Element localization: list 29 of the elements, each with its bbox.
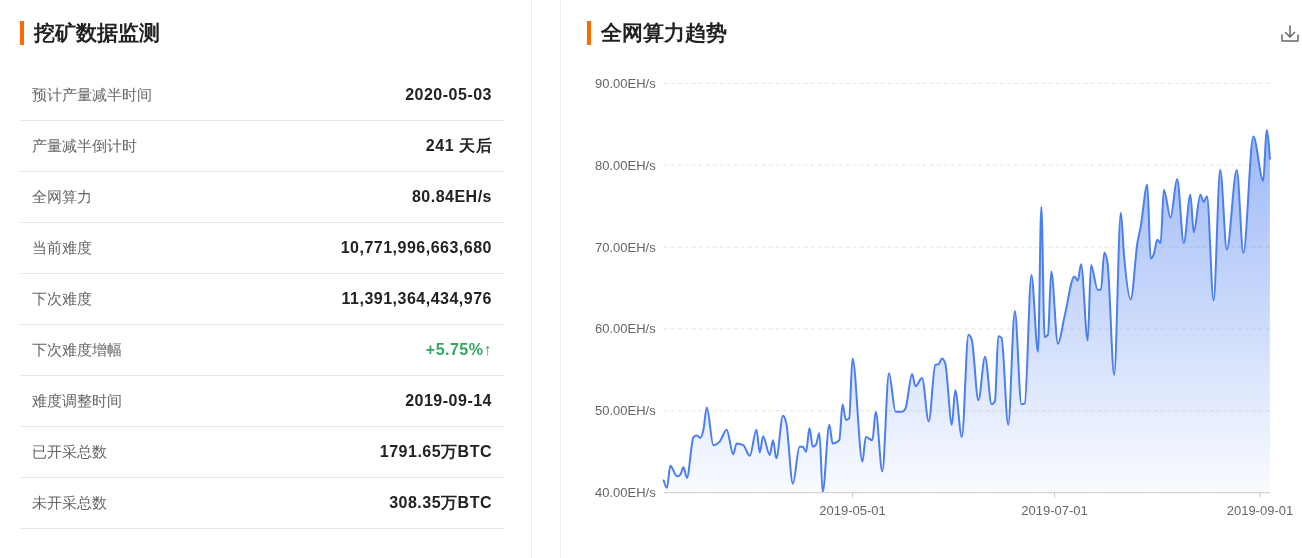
y-tick-label: 60.00EH/s xyxy=(595,321,657,337)
text: 80.84EH/s xyxy=(411,187,492,207)
text: 全网算力 xyxy=(32,187,92,207)
text: 预计产量减半时间 xyxy=(32,85,152,105)
text: 2020-05-03 xyxy=(405,85,492,105)
text: 下次难度 xyxy=(32,289,92,309)
text: 11,391,364,434,976 xyxy=(341,289,492,309)
text: 241 天后 xyxy=(425,136,492,156)
text: 未开采总数 xyxy=(32,493,107,513)
text: 2019-09-14 xyxy=(405,391,492,411)
x-tick-label: 2019-09-01 xyxy=(1226,503,1294,519)
text: 308.35万BTC xyxy=(389,493,492,513)
chart-title: 全网算力趋势 xyxy=(587,21,727,45)
text: 1791.65万BTC xyxy=(379,442,492,462)
text: +5.75%↑ xyxy=(425,340,492,360)
y-tick-label: 50.00EH/s xyxy=(595,403,657,419)
y-tick-label: 90.00EH/s xyxy=(595,75,657,91)
y-tick-label: 40.00EH/s xyxy=(595,485,657,501)
y-tick-label: 70.00EH/s xyxy=(595,239,657,255)
text: 10,771,996,663,680 xyxy=(340,238,492,258)
text: 当前难度 xyxy=(32,238,92,258)
text: 产量减半倒计时 xyxy=(32,136,137,156)
x-tick-label: 2019-05-01 xyxy=(819,503,886,519)
text: 已开采总数 xyxy=(32,442,107,462)
text: 下次难度增幅 xyxy=(32,340,122,360)
y-tick-label: 80.00EH/s xyxy=(595,157,657,173)
text: 难度调整时间 xyxy=(32,391,122,411)
text: 挖矿数据监测 xyxy=(20,21,160,45)
x-tick-label: 2019-07-01 xyxy=(1021,503,1088,519)
